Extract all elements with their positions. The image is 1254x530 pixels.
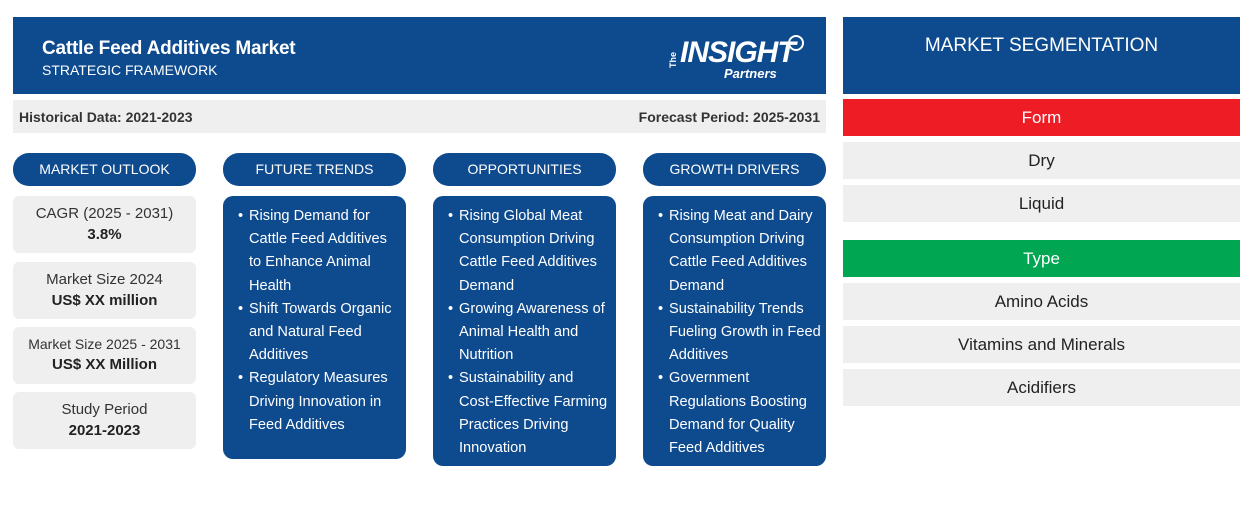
market-outlook-heading: MARKET OUTLOOK [13,153,196,186]
list-item: Shift Towards Organic and Natural Feed A… [238,298,402,368]
insight-partners-logo: The INSIGHT Partners [668,34,808,84]
opportunities-heading: OPPORTUNITIES [433,153,616,186]
list-item: Rising Global Meat Consumption Driving C… [448,205,612,298]
logo-insight-text: INSIGHT [680,36,796,69]
list-item: Government Regulations Boosting Demand f… [658,367,822,460]
report-subtitle: STRATEGIC FRAMEWORK [42,62,218,78]
opportunities-list: Rising Global Meat Consumption Driving C… [448,205,612,460]
report-title: Cattle Feed Additives Market [42,38,296,59]
logo-the-text: The [668,51,678,68]
segment-item-amino-acids: Amino Acids [843,283,1240,320]
opportunities-card: Rising Global Meat Consumption Driving C… [433,196,616,466]
list-item: Rising Meat and Dairy Consumption Drivin… [658,205,822,298]
segment-form-heading: Form [843,99,1240,136]
market-segmentation-heading: MARKET SEGMENTATION [843,17,1240,94]
stat-value: US$ XX million [51,292,158,309]
stat-study-period: Study Period 2021-2023 [13,392,196,449]
period-bar: Historical Data: 2021-2023 Forecast Peri… [13,100,826,133]
stat-label: Study Period [61,401,148,418]
segment-item-acidifiers: Acidifiers [843,369,1240,406]
segment-type-heading: Type [843,240,1240,277]
list-item: Regulatory Measures Driving Innovation i… [238,367,402,437]
future-trends-card: Rising Demand for Cattle Feed Additives … [223,196,406,459]
stat-value: 2021-2023 [68,422,141,439]
stat-value: 3.8% [87,226,122,243]
list-item: Sustainability and Cost-Effective Farmin… [448,367,612,460]
stat-market-size-2024: Market Size 2024 US$ XX million [13,262,196,319]
future-trends-heading: FUTURE TRENDS [223,153,406,186]
stat-label: Market Size 2024 [46,271,163,288]
list-item: Growing Awareness of Animal Health and N… [448,298,612,368]
stat-cagr: CAGR (2025 - 2031) 3.8% [13,196,196,253]
stat-label: Market Size 2025 - 2031 [28,336,181,352]
logo-ring-icon [788,35,804,51]
growth-drivers-list: Rising Meat and Dairy Consumption Drivin… [658,205,822,460]
future-trends-list: Rising Demand for Cattle Feed Additives … [238,205,402,437]
title-banner: Cattle Feed Additives Market STRATEGIC F… [13,17,826,94]
historical-data-label: Historical Data: 2021-2023 [19,109,193,125]
stat-label: CAGR (2025 - 2031) [35,205,174,222]
segment-item-vitamins-minerals: Vitamins and Minerals [843,326,1240,363]
stat-market-size-2025-2031: Market Size 2025 - 2031 US$ XX Million [13,327,196,384]
stat-value: US$ XX Million [51,356,157,373]
list-item: Rising Demand for Cattle Feed Additives … [238,205,402,298]
logo-partners-text: Partners [724,66,777,81]
forecast-period-label: Forecast Period: 2025-2031 [638,109,820,125]
segment-item-liquid: Liquid [843,185,1240,222]
list-item: Sustainability Trends Fueling Growth in … [658,298,822,368]
growth-drivers-card: Rising Meat and Dairy Consumption Drivin… [643,196,826,466]
growth-drivers-heading: GROWTH DRIVERS [643,153,826,186]
segment-item-dry: Dry [843,142,1240,179]
